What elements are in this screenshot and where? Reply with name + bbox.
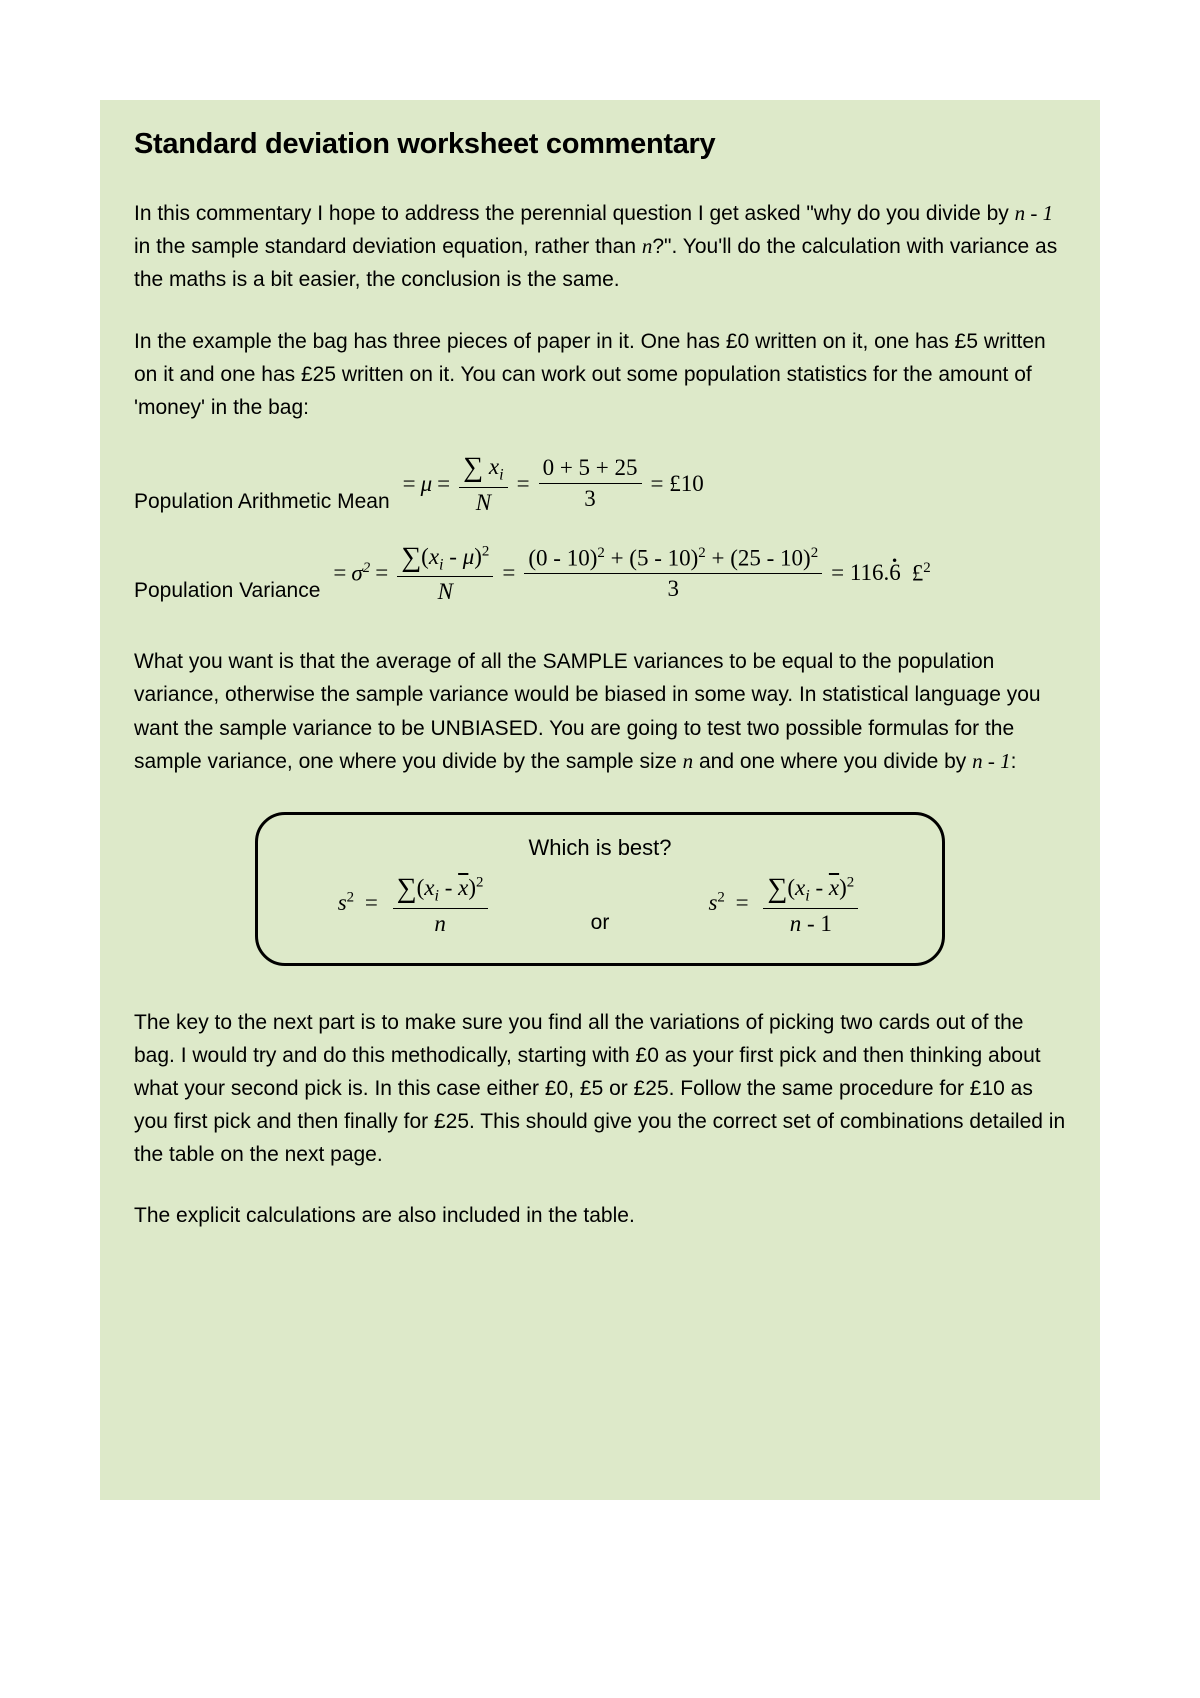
eq-sign: = — [502, 560, 515, 586]
numerator: 0 + 5 + 25 — [539, 455, 642, 484]
denominator: N — [472, 488, 495, 516]
paragraph-intro: In this commentary I hope to address the… — [134, 197, 1066, 297]
formula-body: = μ = ∑ xi N = 0 + 5 + 25 3 = £10 — [398, 452, 709, 516]
formula-body: = σ2 = ∑(xi - μ)2 N = (0 - 10)2 + (5 - 1… — [328, 542, 930, 606]
fraction: (0 - 10)2 + (5 - 10)2 + (25 - 10)2 3 — [524, 545, 822, 603]
eq-sign: = — [333, 560, 346, 586]
eq-sign: = — [517, 471, 530, 497]
formula-label: Population Variance — [134, 579, 320, 605]
box-title: Which is best? — [288, 835, 912, 861]
page-title: Standard deviation worksheet commentary — [134, 128, 1066, 161]
text: and one where you divide by — [693, 750, 972, 773]
fraction: 0 + 5 + 25 3 — [539, 455, 642, 512]
paragraph-unbiased: What you want is that the average of all… — [134, 645, 1066, 778]
result-unit: £2 — [912, 560, 931, 587]
math-n-minus-1: n - 1 — [1015, 201, 1054, 225]
fraction: ∑(xi - μ)2 N — [397, 542, 493, 606]
box-formulas-row: s2 = ∑(xi - x)2 n or s2 = ∑(xi - x)2 n -… — [288, 873, 912, 937]
content-area: Standard deviation worksheet commentary … — [100, 100, 1100, 1500]
text: : — [1011, 750, 1017, 773]
math-n: n — [683, 749, 694, 773]
denominator: N — [434, 577, 457, 605]
page: Standard deviation worksheet commentary … — [0, 0, 1200, 1698]
formula-s2-divide-n: s2 = ∑(xi - x)2 n — [338, 873, 492, 937]
formula-comparison-box: Which is best? s2 = ∑(xi - x)2 n or s2 =… — [255, 812, 945, 966]
formula-s2-divide-n-1: s2 = ∑(xi - x)2 n - 1 — [708, 873, 862, 937]
eq-sign: = — [437, 471, 450, 497]
text: in the sample standard deviation equatio… — [134, 235, 642, 258]
result: = £10 — [651, 471, 704, 497]
eq-sign: = — [375, 560, 388, 586]
fraction: ∑ xi N — [459, 452, 507, 516]
result-value: = 116.6 — [831, 560, 901, 586]
math-n-minus-1: n - 1 — [972, 749, 1011, 773]
numerator: ∑ xi — [459, 452, 507, 488]
paragraph-example: In the example the bag has three pieces … — [134, 325, 1066, 425]
denominator: 3 — [580, 484, 600, 512]
numerator: (0 - 10)2 + (5 - 10)2 + (25 - 10)2 — [524, 545, 822, 575]
formula-population-mean: Population Arithmetic Mean = μ = ∑ xi N … — [134, 452, 1066, 516]
math-n: n — [642, 234, 653, 258]
formula-label: Population Arithmetic Mean — [134, 490, 390, 516]
paragraph-key: The key to the next part is to make sure… — [134, 1006, 1066, 1172]
numerator: ∑(xi - μ)2 — [397, 542, 493, 578]
or-text: or — [591, 911, 610, 937]
formula-population-variance: Population Variance = σ2 = ∑(xi - μ)2 N … — [134, 542, 1066, 606]
sigma-sq: σ2 — [351, 560, 370, 587]
denominator: 3 — [664, 574, 684, 602]
eq-sign: = — [403, 471, 416, 497]
paragraph-explicit: The explicit calculations are also inclu… — [134, 1199, 1066, 1232]
mu: μ — [421, 471, 433, 497]
text: In this commentary I hope to address the… — [134, 202, 1015, 225]
